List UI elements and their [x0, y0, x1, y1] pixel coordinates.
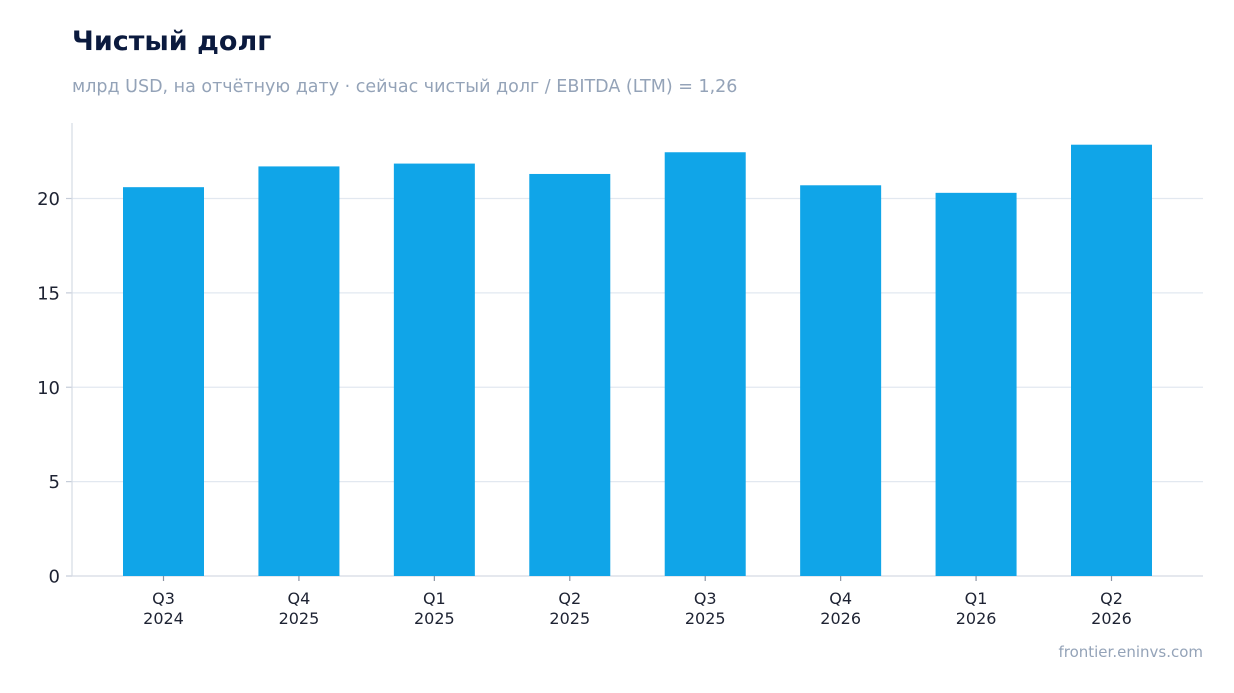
gridlines: [72, 197, 1203, 483]
x-tick-label: Q3 2024: [143, 589, 184, 628]
x-tick-label: Q3 2025: [685, 589, 726, 628]
x-tick-label: Q4 2025: [279, 589, 320, 628]
y-tick-label: 10: [37, 378, 60, 399]
axes: [66, 123, 1203, 581]
x-tick-label: Q1 2025: [414, 589, 455, 628]
x-tick-label: Q4 2026: [820, 589, 861, 628]
y-tick-label: 15: [37, 283, 60, 304]
x-tick-labels: Q3 2024 Q4 2025 Q1 2025 Q2 2025 Q3 2025 Q4 2026 Q1 20…: [143, 589, 1132, 628]
bars: [123, 144, 1152, 577]
y-tick-labels: 0 5 10 15 20: [37, 189, 60, 588]
chart-title: Чистый долг: [72, 26, 272, 57]
bar: [123, 187, 204, 577]
bar: [529, 173, 611, 576]
y-tick-label: 20: [37, 189, 60, 210]
y-tick-label: 0: [49, 567, 60, 588]
bar: [258, 166, 340, 576]
bar: [393, 163, 475, 577]
bar: [935, 192, 1017, 576]
x-tick-label: Q1 2026: [956, 589, 997, 628]
x-tick-label: Q2 2025: [549, 589, 590, 628]
bar: [800, 185, 882, 576]
x-tick-label: Q2 2026: [1091, 589, 1132, 628]
bar: [664, 152, 746, 576]
bar: [1071, 144, 1152, 577]
chart-subtitle: млрд USD, на отчётную дату · сейчас чист…: [72, 77, 738, 97]
source-credit: frontier.eninvs.com: [1058, 643, 1203, 661]
y-tick-label: 5: [49, 472, 60, 493]
